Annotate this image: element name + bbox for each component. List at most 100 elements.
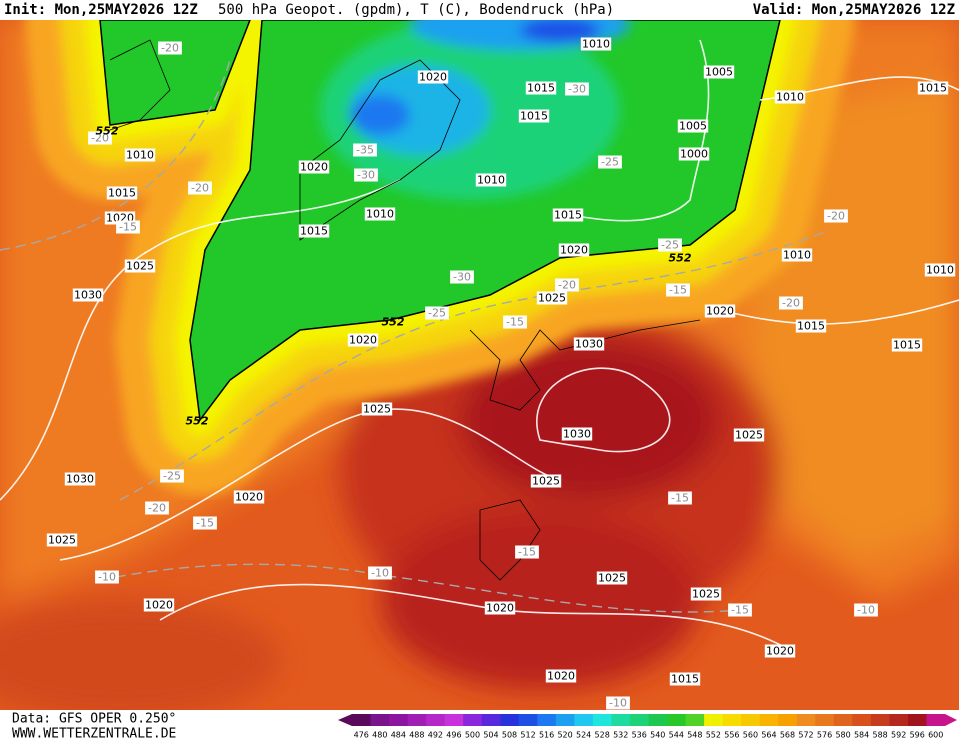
temperature-label-box — [668, 491, 692, 505]
temperature-label-box — [116, 220, 140, 234]
colorbar-swatch — [704, 714, 724, 726]
colorbar-label: 524 — [576, 731, 591, 740]
pressure-label-box — [525, 81, 557, 95]
temperature-label: -10 — [371, 567, 389, 580]
pressure-label: 1020 — [560, 244, 588, 257]
pressure-label: 1025 — [532, 475, 560, 488]
pressure-label-box — [781, 248, 813, 262]
temperature-label-box — [193, 516, 217, 530]
pressure-label-box — [530, 474, 562, 488]
colorbar-label: 600 — [928, 731, 943, 740]
colorbar-swatch — [481, 714, 501, 726]
temperature-label-box — [158, 41, 182, 55]
colorbar-swatch — [352, 714, 372, 726]
colorbar-label: 580 — [835, 731, 850, 740]
pressure-label-box — [298, 224, 330, 238]
colorbar-label: 596 — [910, 731, 925, 740]
temperature-label-box — [728, 603, 752, 617]
pressure-label: 1025 — [538, 292, 566, 305]
pressure-label: 1030 — [66, 473, 94, 486]
colorbar-label: 492 — [428, 731, 443, 740]
pressure-label-box — [233, 490, 265, 504]
temperature-label-box — [188, 181, 212, 195]
website: WWW.WETTERZENTRALE.DE — [12, 727, 176, 741]
colorbar-label: 496 — [446, 731, 461, 740]
map-field — [0, 20, 959, 710]
colorbar-swatch — [889, 714, 909, 726]
temperature-label: -25 — [661, 239, 679, 252]
colorbar-swatch — [426, 714, 446, 726]
colorbar-swatch — [537, 714, 557, 726]
pressure-label: 1020 — [486, 602, 514, 615]
geopotential-label: 552 — [382, 316, 405, 329]
pressure-label-box — [924, 263, 956, 277]
colorbar-swatch — [741, 714, 761, 726]
pressure-label: 1015 — [527, 82, 555, 95]
pressure-label: 1020 — [419, 71, 447, 84]
pressure-label-box — [124, 259, 156, 273]
pressure-label: 1010 — [477, 174, 505, 187]
pressure-label: 1005 — [679, 120, 707, 133]
pressure-label: 1030 — [74, 289, 102, 302]
pressure-label-box — [561, 427, 593, 441]
temperature-label-box — [503, 315, 527, 329]
colorbar-label: 528 — [595, 731, 610, 740]
colorbar-swatch — [444, 714, 464, 726]
colorbar-label: 572 — [798, 731, 813, 740]
colorbar-label: 548 — [687, 731, 702, 740]
colorbar-label: 508 — [502, 731, 517, 740]
temperature-label: -15 — [731, 604, 749, 617]
temperature-label: -20 — [827, 210, 845, 223]
temperature-label-box — [854, 603, 878, 617]
temperature-label: -25 — [163, 470, 181, 483]
colorbar-swatch — [907, 714, 927, 726]
pressure-label-box — [361, 402, 393, 416]
colorbar-label: 488 — [409, 731, 424, 740]
pressure-label: 1015 — [300, 225, 328, 238]
valid-time: Valid: Mon,25MAY2026 12Z — [753, 2, 955, 18]
temperature-label: -20 — [558, 279, 576, 292]
temperature-label-box — [598, 155, 622, 169]
temperature-label: -15 — [669, 284, 687, 297]
pressure-label: 1025 — [735, 429, 763, 442]
colorbar-label: 504 — [483, 731, 498, 740]
pressure-label-box — [417, 70, 449, 84]
colorbar-label: 512 — [520, 731, 535, 740]
colorbar-label: 592 — [891, 731, 906, 740]
pressure-label-box — [690, 587, 722, 601]
temperature-label: -25 — [601, 156, 619, 169]
colorbar-label: 568 — [780, 731, 795, 740]
pressure-label-box — [733, 428, 765, 442]
pressure-label-box — [596, 571, 628, 585]
pressure-label-box — [669, 672, 701, 686]
colorbar: 476 480 484 488 492 496 500 504 508 512 516 520 524 5… — [338, 714, 957, 740]
pressure-label: 1025 — [48, 534, 76, 547]
pressure-label-box — [552, 208, 584, 222]
colorbar-swatch — [926, 714, 946, 726]
pressure-label-box — [891, 338, 923, 352]
pressure-label: 1010 — [582, 38, 610, 51]
temperature-label: -10 — [98, 571, 116, 584]
temperature-label: -10 — [857, 604, 875, 617]
pressure-label: 1025 — [126, 260, 154, 273]
cold-core — [320, 20, 630, 200]
pressure-label: 1030 — [575, 338, 603, 351]
pressure-label-box — [484, 601, 516, 615]
data-source: Data: GFS OPER 0.250° — [12, 712, 176, 727]
temperature-label-box — [565, 82, 589, 96]
temperature-label-box — [353, 143, 377, 157]
pressure-label: 1020 — [235, 491, 263, 504]
pressure-label: 1025 — [363, 403, 391, 416]
pressure-label-box — [72, 288, 104, 302]
map-title: 500 hPa Geopot. (gpdm), T (C), Bodendruc… — [218, 2, 614, 18]
temperature-label: -15 — [671, 492, 689, 505]
pressure-label-box — [124, 148, 156, 162]
temperature-label-box — [606, 696, 630, 710]
temperature-label: -20 — [191, 182, 209, 195]
temperature-label-box — [88, 131, 112, 145]
pressure-label: 1020 — [349, 334, 377, 347]
colorbar-label: 480 — [372, 731, 387, 740]
temperature-label: -30 — [357, 169, 375, 182]
temperature-label: -30 — [453, 271, 471, 284]
